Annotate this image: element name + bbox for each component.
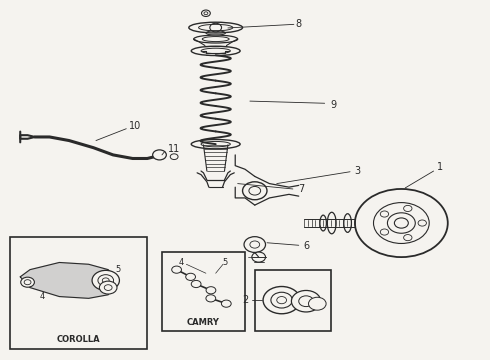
Circle shape [380,211,389,217]
Text: CAMRY: CAMRY [187,318,220,327]
Text: 5: 5 [223,258,228,267]
Circle shape [252,252,266,262]
Polygon shape [20,262,118,298]
Circle shape [404,206,412,212]
Circle shape [206,295,216,302]
Text: 2: 2 [242,295,248,305]
Circle shape [172,266,181,273]
Circle shape [263,287,300,314]
Ellipse shape [191,139,240,149]
Circle shape [92,270,120,291]
Ellipse shape [320,215,326,231]
Circle shape [243,182,267,200]
Circle shape [186,273,196,280]
Circle shape [380,229,389,235]
Circle shape [404,235,412,241]
Circle shape [355,189,448,257]
Circle shape [21,277,34,287]
Circle shape [418,220,426,226]
Text: 9: 9 [330,100,336,110]
Circle shape [170,154,178,159]
Text: 5: 5 [115,265,121,274]
Text: 6: 6 [303,241,309,251]
Ellipse shape [327,212,336,234]
Text: 8: 8 [295,19,302,29]
Ellipse shape [194,35,238,43]
Circle shape [153,150,166,160]
Text: 4: 4 [179,258,184,267]
Bar [10,237,147,348]
Text: COROLLA: COROLLA [57,335,100,344]
Text: 7: 7 [298,184,304,194]
Ellipse shape [368,212,376,234]
Circle shape [244,237,266,252]
Circle shape [99,281,117,294]
Circle shape [394,218,408,228]
Text: 10: 10 [129,121,141,131]
Circle shape [206,287,216,294]
Text: 11: 11 [168,144,180,154]
Text: 3: 3 [354,166,361,176]
Text: 1: 1 [438,162,443,172]
Circle shape [191,280,201,288]
Ellipse shape [344,214,351,232]
Ellipse shape [189,22,243,33]
Text: 4: 4 [40,292,45,301]
Bar [162,252,245,330]
Bar [255,270,331,330]
Circle shape [309,297,326,310]
Ellipse shape [191,46,240,55]
Circle shape [292,291,321,312]
Circle shape [221,300,231,307]
